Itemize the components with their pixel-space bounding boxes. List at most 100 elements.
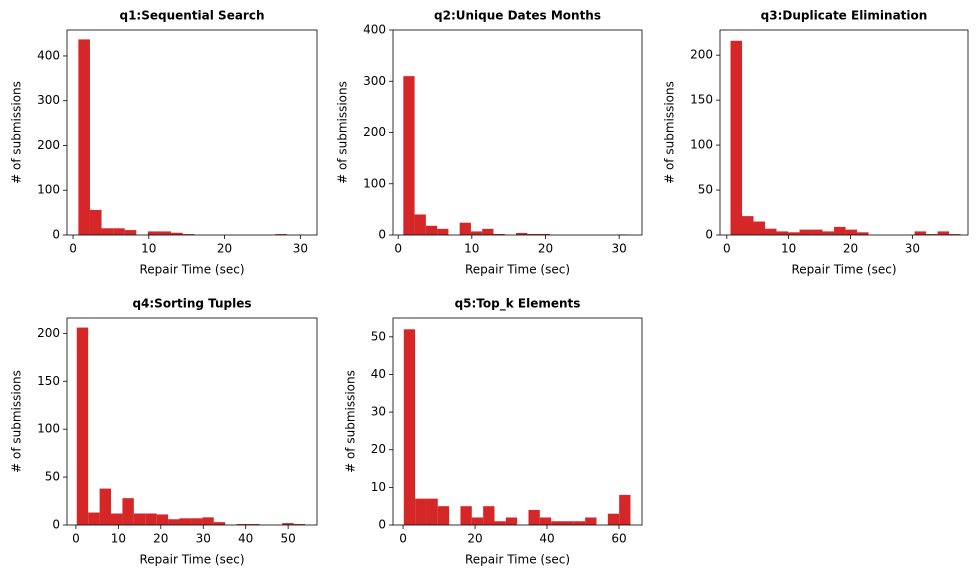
bar (539, 517, 552, 525)
bar (619, 494, 631, 525)
y-tick-label: 300 (37, 93, 60, 107)
chart-title: q2:Unique Dates Months (434, 9, 601, 23)
bar (914, 231, 927, 235)
bar (776, 231, 789, 235)
bar (147, 231, 160, 235)
bar (145, 513, 157, 525)
chart-title: q3:Duplicate Elimination (761, 9, 928, 23)
bar (753, 221, 766, 235)
bar (937, 231, 950, 235)
x-tick-label: 0 (399, 532, 407, 546)
x-tick-label: 20 (538, 242, 553, 256)
bar (248, 524, 260, 525)
bar (527, 233, 539, 235)
bar (414, 214, 426, 235)
bar (437, 506, 450, 525)
bar (78, 39, 90, 235)
bar (99, 488, 112, 525)
bar (607, 513, 620, 525)
x-tick-label: 60 (611, 532, 626, 546)
bar (190, 518, 203, 525)
x-tick-label: 0 (723, 242, 731, 256)
bar (742, 216, 754, 235)
axes-frame (66, 317, 318, 526)
axes-frame (719, 29, 969, 236)
bar (171, 232, 183, 235)
y-tick-label: 50 (45, 470, 60, 484)
bar (926, 234, 938, 235)
bar (113, 228, 125, 235)
chart-title: q4:Sorting Tuples (132, 297, 251, 311)
y-tick-label: 200 (37, 326, 60, 340)
y-tick-label: 100 (363, 176, 386, 190)
bar (538, 233, 550, 235)
bar (834, 226, 846, 235)
bar (799, 229, 812, 235)
bar (403, 329, 416, 525)
chart-title: q5:Top_k Elements (455, 297, 581, 312)
bar (179, 518, 191, 525)
y-tick-label: 50 (698, 183, 713, 197)
bar (460, 506, 472, 525)
y-tick-label: 20 (371, 442, 386, 456)
bar (437, 228, 449, 235)
bar (124, 230, 137, 235)
axes-frame (392, 317, 643, 526)
x-tick-label: 0 (394, 242, 402, 256)
bar (573, 521, 586, 525)
x-tick-label: 30 (196, 532, 211, 546)
x-axis-label: Repair Time (sec) (465, 263, 570, 277)
x-tick-label: 0 (72, 532, 80, 546)
x-axis-label: Repair Time (sec) (139, 553, 244, 567)
axes-frame (66, 29, 318, 236)
bar (159, 231, 172, 235)
bar (788, 232, 800, 235)
y-tick-label: 300 (363, 74, 386, 88)
x-tick-label: 20 (843, 242, 858, 256)
y-tick-label: 30 (371, 405, 386, 419)
y-tick-label: 200 (37, 138, 60, 152)
bar (730, 40, 743, 235)
y-tick-label: 150 (690, 93, 713, 107)
bar (493, 233, 505, 235)
x-tick-label: 10 (141, 242, 156, 256)
bar (282, 523, 294, 525)
bar (133, 513, 146, 525)
bar (494, 521, 506, 525)
bar (76, 327, 89, 525)
y-tick-label: 100 (37, 183, 60, 197)
bar (89, 209, 102, 235)
bar (425, 225, 438, 235)
y-tick-label: 400 (363, 23, 386, 37)
y-tick-label: 10 (371, 480, 386, 494)
x-tick-label: 10 (464, 242, 479, 256)
y-tick-label: 0 (378, 518, 386, 532)
bar (156, 514, 169, 525)
y-tick-label: 100 (37, 422, 60, 436)
x-tick-label: 10 (111, 532, 126, 546)
x-tick-label: 40 (238, 532, 253, 546)
bar (236, 524, 249, 525)
bar (822, 231, 835, 235)
bar (811, 229, 823, 235)
bar (111, 513, 123, 525)
bar (470, 231, 483, 235)
bar (101, 228, 114, 235)
x-axis-label: Repair Time (sec) (465, 553, 570, 567)
bar (426, 498, 438, 525)
bar (182, 234, 195, 235)
x-tick-label: 30 (293, 242, 308, 256)
bar (505, 517, 518, 525)
bar (403, 76, 415, 235)
y-tick-label: 100 (690, 138, 713, 152)
bar (562, 521, 574, 525)
y-tick-label: 400 (37, 48, 60, 62)
bar (845, 229, 858, 235)
x-tick-label: 10 (781, 242, 796, 256)
x-tick-label: 20 (467, 532, 482, 546)
y-tick-label: 150 (37, 374, 60, 388)
bar (88, 512, 100, 525)
bar (293, 524, 306, 525)
x-axis-label: Repair Time (sec) (139, 263, 244, 277)
